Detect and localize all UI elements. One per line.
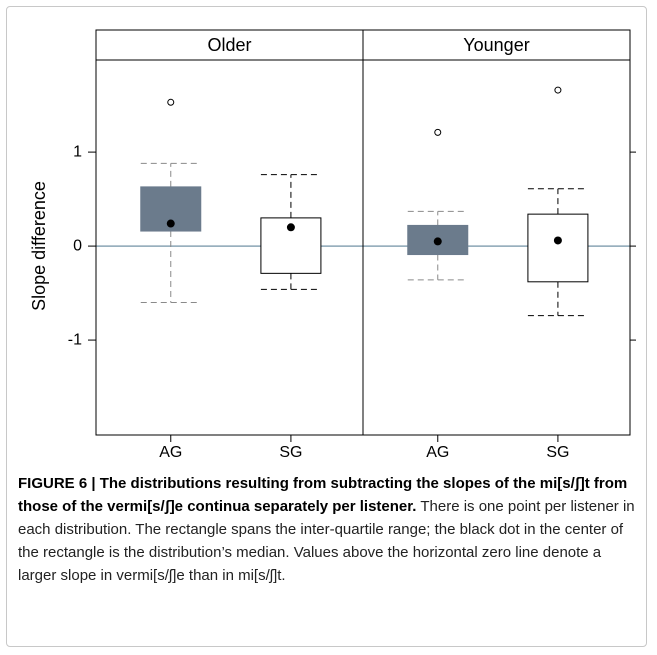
caption-label: FIGURE 6 | The distributions resulting f… — [18, 475, 628, 515]
panel — [362, 59, 631, 436]
strip-label: Younger — [463, 35, 529, 55]
panel — [95, 59, 364, 436]
y-axis-label: Slope difference — [29, 181, 49, 311]
x-tick-label: AG — [159, 444, 182, 461]
outlier — [554, 86, 562, 94]
median — [433, 237, 442, 246]
box — [527, 213, 589, 283]
x-tick-label: SG — [279, 444, 302, 461]
y-tick-label: -1 — [68, 331, 82, 348]
outlier — [434, 128, 442, 136]
outlier — [167, 98, 175, 106]
caption: FIGURE 6 | The distributions resulting f… — [18, 472, 638, 587]
strip — [362, 29, 631, 61]
chart: Slope difference -1 0 1 Older AG SG Younger AG S… — [29, 29, 636, 461]
median — [166, 219, 175, 228]
strip-label: Older — [207, 35, 251, 55]
y-tick-label: 1 — [73, 143, 82, 160]
y-tick-label: 0 — [73, 237, 82, 254]
median — [553, 236, 562, 245]
median — [286, 223, 295, 232]
caption-text: There is one point per listener in each … — [18, 498, 635, 584]
x-tick-label: AG — [426, 444, 449, 461]
x-tick-label: SG — [546, 444, 569, 461]
figure-frame — [6, 6, 647, 647]
